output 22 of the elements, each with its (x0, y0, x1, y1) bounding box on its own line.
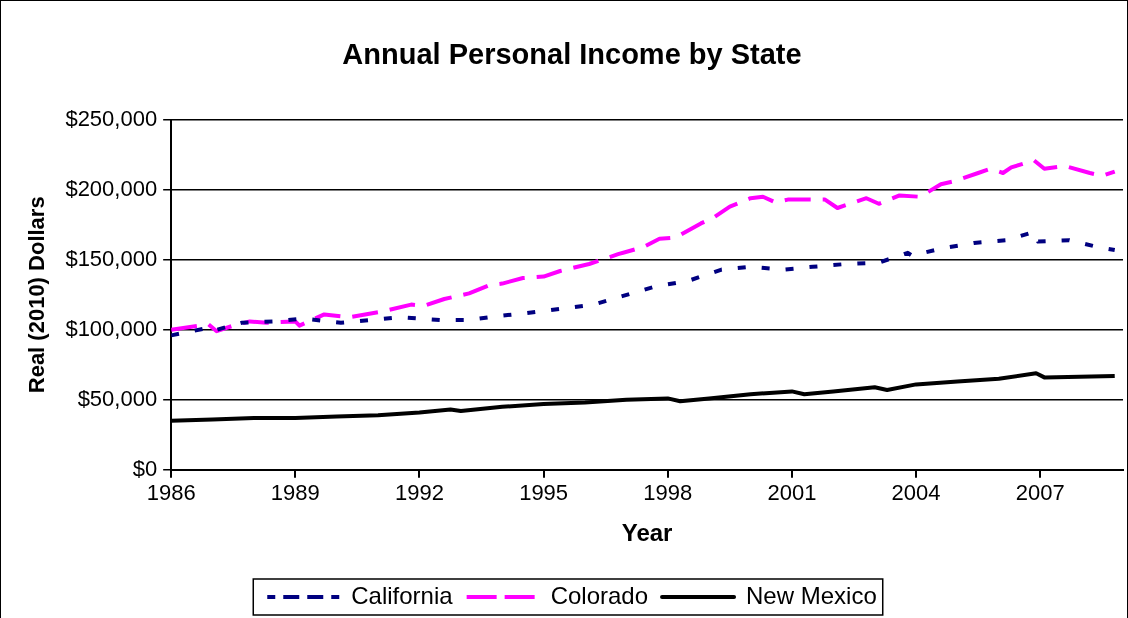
x-tick-label: 2007 (1015, 480, 1065, 506)
y-tick-label: $0 (132, 455, 158, 481)
x-tick-label: 1995 (519, 480, 569, 506)
x-tick-label: 1986 (146, 480, 196, 506)
x-tick-label: 1992 (394, 480, 444, 506)
x-axis-title: Year (621, 519, 673, 547)
y-tick-label: $150,000 (65, 245, 158, 271)
x-tick-label: 1989 (270, 480, 320, 506)
line-series (171, 229, 1117, 338)
y-tick-label: $250,000 (65, 105, 158, 131)
y-tick-label: $200,000 (65, 175, 158, 201)
x-tick-label: 2001 (767, 480, 817, 506)
y-tick-label: $100,000 (65, 315, 158, 341)
line-series (171, 158, 1117, 334)
y-axis-title: Real (2010) Dollars (24, 196, 50, 394)
legend-label: California (351, 581, 454, 609)
x-tick-label: 2004 (891, 480, 941, 506)
chart-title: Annual Personal Income by State (342, 38, 802, 71)
legend-label: Colorado (550, 581, 649, 609)
y-tick-label: $50,000 (77, 385, 158, 411)
x-tick-label: 1998 (643, 480, 693, 506)
legend-label: New Mexico (746, 581, 877, 609)
